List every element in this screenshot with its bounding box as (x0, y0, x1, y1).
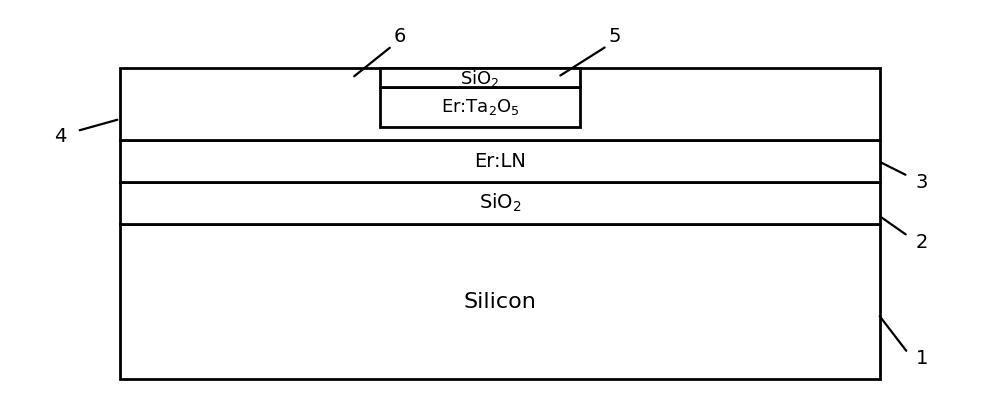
Bar (120, 68, 880, 140)
Bar (120, 182, 880, 224)
Text: Er:LN: Er:LN (474, 152, 526, 171)
Bar (120, 224, 880, 379)
Text: Er:Ta$_2$O$_5$: Er:Ta$_2$O$_5$ (441, 97, 519, 117)
Text: 1: 1 (916, 349, 928, 368)
Text: SiO$_2$: SiO$_2$ (460, 67, 500, 89)
Bar (380, 87, 580, 127)
Text: 5: 5 (609, 26, 621, 45)
Text: 2: 2 (916, 232, 928, 251)
Text: 4: 4 (54, 126, 66, 145)
Text: SiO$_2$: SiO$_2$ (479, 192, 521, 214)
Bar (380, 68, 580, 87)
Text: 6: 6 (394, 26, 406, 45)
Bar (120, 140, 880, 182)
Text: 3: 3 (916, 173, 928, 191)
Text: Silicon: Silicon (464, 292, 536, 312)
